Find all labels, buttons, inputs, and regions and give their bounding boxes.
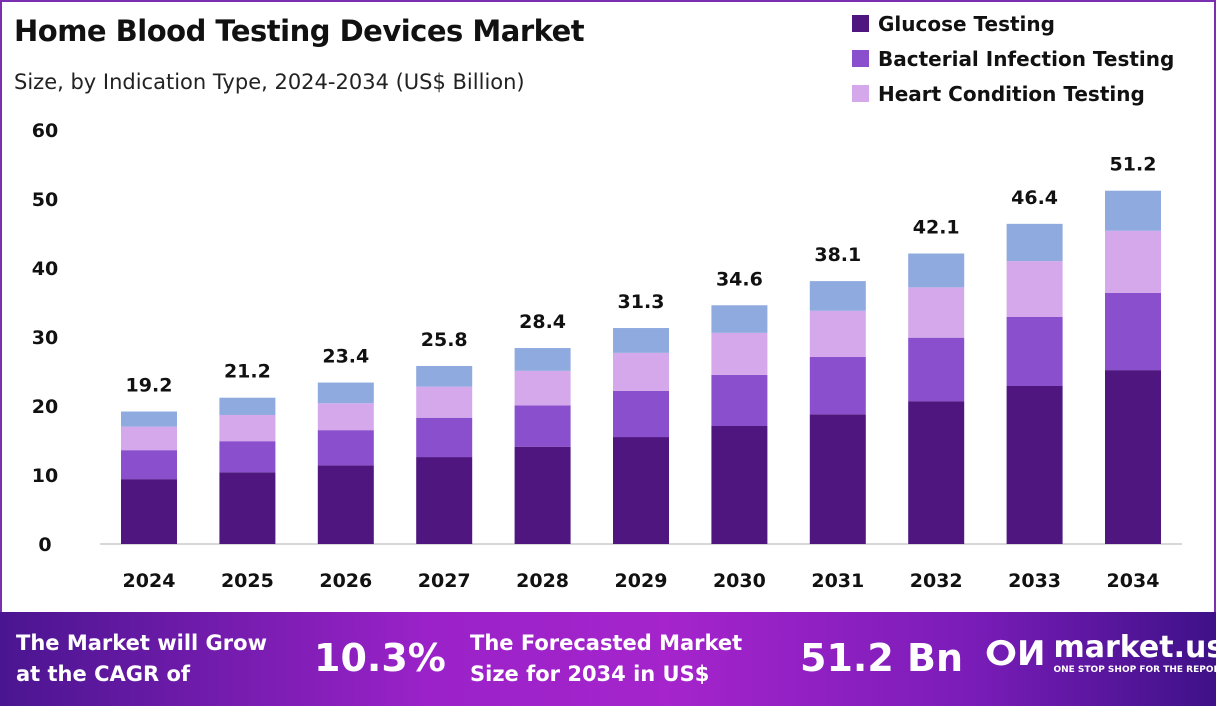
chart-frame bbox=[0, 0, 1216, 612]
bar-segment-2034-s0 bbox=[1105, 370, 1161, 544]
x-tick-label-2029: 2029 bbox=[615, 570, 668, 592]
y-tick-label: 50 bbox=[32, 189, 58, 211]
bar-segment-2027-s1 bbox=[416, 417, 473, 458]
brand-tagline: ONE STOP SHOP FOR THE REPORTS bbox=[1053, 665, 1216, 675]
total-label-2032: 42.1 bbox=[913, 217, 960, 239]
total-label-2034: 51.2 bbox=[1110, 154, 1157, 176]
y-tick-label: 20 bbox=[32, 396, 58, 418]
bar-segment-2033-s3 bbox=[1006, 223, 1063, 262]
y-tick-label: 30 bbox=[32, 327, 58, 349]
y-tick-label: 40 bbox=[32, 258, 58, 280]
footer-banner: The Market will Grow at the CAGR of 10.3%… bbox=[0, 612, 1216, 706]
market-us-logo: ⵔⵍ market.us ONE STOP SHOP FOR THE REPORT… bbox=[985, 632, 1216, 676]
x-tick-label-2025: 2025 bbox=[221, 570, 274, 592]
bar-segment-2029-s1 bbox=[613, 390, 669, 438]
brand-name: market.us bbox=[1053, 630, 1216, 665]
x-tick-label-2032: 2032 bbox=[910, 570, 963, 592]
chart-subtitle: Size, by Indication Type, 2024-2034 (US$… bbox=[14, 70, 525, 94]
y-tick-label: 0 bbox=[38, 534, 51, 556]
legend-item-glucose: Glucose Testing bbox=[852, 6, 1174, 41]
cagr-label: The Market will Grow at the CAGR of bbox=[16, 631, 267, 686]
bar-segment-2032-s2 bbox=[908, 287, 965, 338]
bar-segment-2026-s2 bbox=[317, 403, 374, 431]
logo-icon: ⵔⵍ bbox=[985, 634, 1046, 674]
legend-swatch bbox=[852, 15, 869, 32]
total-label-2026: 23.4 bbox=[322, 346, 369, 368]
bar-segment-2033-s2 bbox=[1006, 261, 1063, 317]
bar-segment-2026-s1 bbox=[317, 430, 374, 466]
bar-segment-2031-s2 bbox=[809, 310, 866, 358]
bar-segment-2031-s3 bbox=[809, 281, 866, 311]
legend-item-bacterial: Bacterial Infection Testing bbox=[852, 41, 1174, 76]
bar-segment-2032-s3 bbox=[908, 253, 965, 288]
bar-segment-2025-s0 bbox=[219, 472, 276, 544]
bar-segment-2030-s0 bbox=[711, 426, 768, 544]
stacked-bar-chart: 010203040506019.2202421.2202523.4202625.… bbox=[32, 120, 1182, 592]
bar-segment-2033-s1 bbox=[1006, 316, 1063, 386]
bar-segment-2025-s2 bbox=[219, 414, 276, 442]
bar-segment-2029-s3 bbox=[613, 328, 669, 353]
bar-segment-2028-s3 bbox=[514, 348, 571, 371]
bar-segment-2024-s1 bbox=[121, 450, 177, 480]
bar-segment-2034-s1 bbox=[1105, 292, 1161, 371]
cagr-value: 10.3% bbox=[314, 636, 446, 680]
legend: Glucose Testing Bacterial Infection Test… bbox=[852, 6, 1174, 111]
bar-segment-2024-s3 bbox=[121, 411, 177, 427]
bar-segment-2028-s0 bbox=[514, 446, 571, 544]
total-label-2029: 31.3 bbox=[618, 291, 665, 313]
bar-segment-2032-s0 bbox=[908, 401, 965, 544]
y-tick-label: 60 bbox=[32, 120, 58, 142]
x-tick-label-2028: 2028 bbox=[516, 570, 569, 592]
bar-segment-2025-s1 bbox=[219, 441, 276, 473]
legend-label: Bacterial Infection Testing bbox=[878, 46, 1175, 71]
total-label-2027: 25.8 bbox=[421, 329, 468, 351]
total-label-2033: 46.4 bbox=[1011, 187, 1058, 209]
bar-segment-2028-s2 bbox=[514, 370, 571, 406]
legend-label: Glucose Testing bbox=[878, 11, 1055, 36]
total-label-2028: 28.4 bbox=[519, 311, 566, 333]
bar-segment-2029-s2 bbox=[613, 352, 669, 391]
legend-item-heart: Heart Condition Testing bbox=[852, 76, 1174, 111]
total-label-2024: 19.2 bbox=[126, 375, 173, 397]
bar-segment-2024-s2 bbox=[121, 426, 177, 451]
bar-segment-2032-s1 bbox=[908, 337, 965, 402]
total-label-2025: 21.2 bbox=[224, 361, 271, 383]
bar-segment-2027-s3 bbox=[416, 365, 473, 387]
x-tick-label-2026: 2026 bbox=[319, 570, 372, 592]
bar-segment-2033-s0 bbox=[1006, 385, 1063, 544]
bar-segment-2031-s0 bbox=[809, 414, 866, 544]
bar-segment-2028-s1 bbox=[514, 405, 571, 447]
chart-title: Home Blood Testing Devices Market bbox=[14, 14, 585, 48]
bar-segment-2030-s2 bbox=[711, 332, 768, 375]
bar-segment-2027-s2 bbox=[416, 386, 473, 418]
bar-segment-2026-s3 bbox=[317, 382, 374, 404]
bar-segment-2034-s3 bbox=[1105, 190, 1161, 231]
bar-segment-2027-s0 bbox=[416, 457, 473, 544]
bar-segment-2034-s2 bbox=[1105, 230, 1161, 293]
total-label-2031: 38.1 bbox=[814, 244, 861, 266]
forecast-label: The Forecasted Market Size for 2034 in US… bbox=[470, 631, 743, 686]
x-tick-label-2024: 2024 bbox=[123, 570, 176, 592]
legend-swatch bbox=[852, 50, 869, 67]
bar-segment-2026-s0 bbox=[317, 465, 374, 544]
bar-segment-2029-s0 bbox=[613, 437, 669, 544]
total-label-2030: 34.6 bbox=[716, 268, 763, 290]
x-tick-label-2031: 2031 bbox=[811, 570, 864, 592]
legend-swatch bbox=[852, 85, 869, 102]
x-tick-label-2034: 2034 bbox=[1107, 570, 1160, 592]
bar-segment-2024-s0 bbox=[121, 479, 177, 544]
x-tick-label-2030: 2030 bbox=[713, 570, 766, 592]
legend-label: Heart Condition Testing bbox=[878, 81, 1145, 106]
bar-segment-2030-s3 bbox=[711, 305, 768, 333]
x-tick-label-2033: 2033 bbox=[1008, 570, 1061, 592]
bar-segment-2025-s3 bbox=[219, 397, 276, 415]
forecast-value: 51.2 Bn bbox=[800, 636, 964, 680]
x-tick-label-2027: 2027 bbox=[418, 570, 471, 592]
bar-segment-2031-s1 bbox=[809, 357, 866, 415]
y-tick-label: 10 bbox=[32, 465, 58, 487]
bar-segment-2030-s1 bbox=[711, 374, 768, 427]
